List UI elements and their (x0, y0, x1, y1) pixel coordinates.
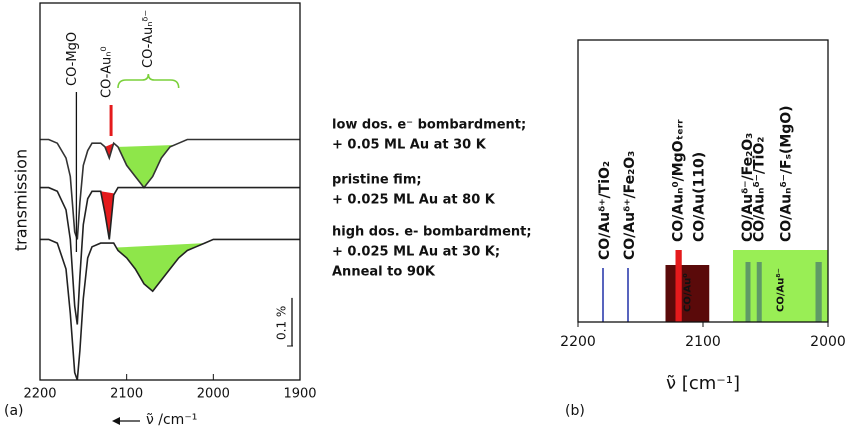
x-tick-label: 2100 (110, 387, 143, 402)
band-fill (105, 143, 114, 158)
y-axis-label: transmission (12, 149, 31, 251)
band-label: CO/Auₙᵟ⁻/TiO₂ (751, 137, 767, 242)
spectrum-label: Anneal to 90K (332, 265, 436, 280)
panel-label: (a) (4, 403, 24, 419)
panel-label: (b) (565, 403, 585, 419)
spectrum-label: + 0.025 ML Au at 80 K (332, 193, 496, 208)
band (665, 265, 710, 322)
band-fill (100, 191, 115, 240)
band-inner-label: CO/Au⁰ (682, 273, 693, 312)
spectrum-label: high dos. e- bombardment; (332, 225, 532, 240)
spectrum (40, 138, 300, 240)
spectrum-label: pristine fim; (332, 173, 422, 188)
band (756, 262, 762, 322)
annotation: CO-MgO (65, 32, 80, 86)
band-fill (116, 243, 205, 292)
x-tick-label: 2000 (810, 334, 846, 350)
x-axis-label: ν̃ [cm⁻¹] (666, 373, 740, 394)
spectrum-label: low dos. e⁻ bombardment; (332, 118, 526, 133)
x-tick-label: 1900 (283, 387, 316, 402)
spectrum (40, 238, 300, 381)
x-tick-label: 2200 (560, 334, 596, 350)
x-tick-label: 2100 (685, 334, 721, 350)
band-label: CO/Auₙ⁰/MgOₜₑᵣᵣ (671, 119, 687, 242)
annotation: CO-Auₙ⁰ (100, 46, 115, 98)
spectrum (40, 186, 300, 325)
spectrum-label: + 0.025 ML Au at 30 K; (332, 245, 500, 260)
scale-bar-label: 0.1 % (275, 306, 289, 340)
x-tick-label: 2200 (23, 387, 56, 402)
band-label: CO/Auₙᵟ⁻/Fₛ(MgO) (779, 105, 795, 242)
line-label: CO/Auᵟ⁺/TiO₂ (597, 161, 613, 260)
band (745, 262, 751, 322)
band-label: CO/Auᵟ⁻/Fe₂O₃ (740, 133, 756, 242)
line-label: CO/Auᵟ⁺/Fe₂O₃ (622, 151, 638, 260)
band-inner-label: CO/Auᵟ⁻ (776, 268, 787, 312)
x-tick-label: 2000 (197, 387, 230, 402)
spectrum-label: + 0.05 ML Au at 30 K (332, 138, 487, 153)
band (675, 250, 682, 322)
brace (117, 73, 180, 89)
plot-frame (39, 2, 301, 381)
x-axis-label: ν̃ /cm⁻¹ (146, 412, 197, 428)
arrow-head (112, 417, 120, 425)
band-fill (118, 145, 175, 188)
band-label: CO/Au(110) (691, 152, 707, 242)
band (815, 262, 822, 322)
annotation: CO-Auₙᵟ⁻ (141, 10, 156, 68)
